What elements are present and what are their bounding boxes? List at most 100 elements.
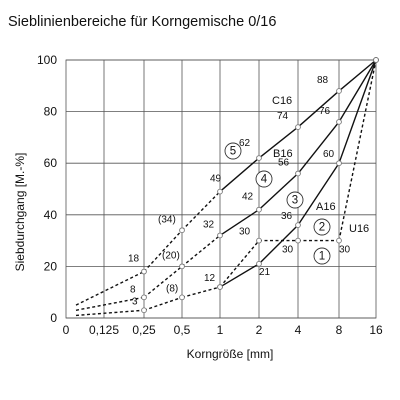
y-axis-title: Siebdurchgang [M.-%] — [13, 153, 27, 272]
segment-a16 — [338, 59, 377, 164]
series-name-a16: A16 — [316, 201, 336, 213]
x-tick-label: 16 — [369, 323, 383, 337]
value-label-u16: 30 — [282, 245, 294, 256]
value-label-a16: 3 — [132, 296, 138, 307]
segment-a16 — [219, 263, 260, 288]
value-label-a16: 21 — [259, 267, 271, 278]
lead-in-a16 — [75, 309, 145, 317]
point-a16 — [141, 307, 147, 314]
zone-marker-2 — [313, 218, 331, 236]
x-tick-label: 0,125 — [89, 323, 119, 337]
chart-title: Sieblinienbereiche für Korngemische 0/16 — [8, 14, 277, 30]
segment-b16 — [181, 234, 221, 267]
x-tick-label: 8 — [336, 323, 343, 337]
x-tick-label: 0,5 — [174, 323, 191, 337]
point-a16 — [295, 222, 301, 228]
zone-marker-4 — [255, 170, 273, 188]
point-b16 — [336, 119, 342, 125]
zone-number-2: 2 — [319, 222, 325, 234]
segment-b16 — [297, 121, 340, 174]
x-tick-label: 0 — [63, 323, 70, 337]
y-tick-label: 20 — [44, 259, 58, 273]
point-u16 — [217, 284, 223, 290]
segment-b16 — [219, 209, 260, 237]
value-label-b16: 56 — [278, 158, 290, 169]
value-label-b16: 8 — [130, 284, 136, 295]
value-label-c16: 49 — [210, 174, 222, 185]
value-label-c16: 88 — [317, 75, 329, 86]
x-tick-label: 4 — [295, 323, 302, 337]
point-b16 — [256, 206, 262, 213]
y-tick-label: 0 — [50, 311, 57, 325]
point-b16 — [141, 294, 147, 301]
segment-c16 — [338, 59, 377, 92]
y-tick-label: 40 — [44, 208, 58, 222]
zone-marker-1 — [313, 247, 331, 265]
y-tick-label: 100 — [37, 53, 57, 67]
point-a16 — [179, 294, 185, 301]
point-c16 — [256, 155, 262, 161]
value-label-a16: 60 — [323, 149, 335, 160]
segment-c16 — [258, 126, 299, 159]
point-c16 — [336, 88, 342, 94]
point-b16 — [179, 263, 185, 270]
point-u16 — [336, 237, 342, 244]
lead-in-b16 — [75, 296, 145, 311]
zone-number-1: 1 — [319, 251, 325, 263]
value-label-c16: 18 — [128, 254, 140, 265]
value-label-u16: 30 — [239, 227, 251, 238]
segment-u16 — [219, 240, 260, 288]
point-b16 — [295, 170, 301, 177]
segment-c16 — [143, 229, 183, 273]
zone-marker-3 — [286, 191, 304, 209]
series-name-u16: U16 — [349, 223, 369, 235]
segment-c16 — [297, 90, 340, 128]
y-tick-label: 60 — [44, 156, 58, 170]
segment-c16 — [219, 157, 260, 193]
value-label-a16: (8) — [166, 283, 178, 294]
segment-a16 — [258, 224, 299, 265]
zone-marker-5 — [224, 142, 242, 160]
segment-b16 — [143, 265, 183, 298]
value-label-a16: 12 — [204, 273, 216, 284]
x-tick-label: 1 — [217, 323, 224, 337]
value-label-c16: 62 — [239, 138, 251, 149]
segment-a16 — [181, 286, 221, 299]
point-a16 — [336, 160, 342, 167]
points — [141, 57, 379, 314]
zone-number-4: 4 — [261, 174, 268, 186]
x-axis-title: Korngröße [mm] — [187, 347, 274, 361]
value-label-b16: 42 — [242, 192, 254, 203]
point-c16 — [179, 227, 185, 234]
grid — [65, 59, 377, 319]
curves — [75, 59, 377, 317]
x-tick-label: 2 — [256, 323, 263, 337]
value-label-c16: (34) — [158, 214, 176, 225]
value-label-b16: 32 — [203, 219, 215, 230]
point-c16 — [141, 268, 147, 275]
series-name-c16: C16 — [272, 95, 292, 107]
point-b16 — [217, 232, 223, 239]
point-a16 — [256, 260, 262, 267]
segment-c16 — [181, 191, 221, 231]
zone-number-3: 3 — [292, 195, 298, 207]
lead-in-c16 — [75, 270, 145, 306]
segment-b16 — [338, 59, 377, 123]
x-tick-label: 0,25 — [132, 323, 156, 337]
y-tick-label: 80 — [44, 105, 58, 119]
point-u16 — [256, 237, 262, 244]
point-u16 — [373, 57, 379, 63]
value-label-b16: 76 — [319, 106, 331, 117]
point-c16 — [217, 188, 223, 195]
value-label-c16: 74 — [277, 111, 289, 122]
zone-number-5: 5 — [230, 146, 236, 158]
segment-a16 — [143, 296, 183, 311]
value-label-a16: 36 — [281, 211, 293, 222]
segment-b16 — [258, 173, 299, 211]
value-label-b16: (20) — [162, 250, 180, 261]
point-c16 — [295, 124, 301, 130]
zone-markers: 1 2 3 4 5 — [224, 142, 331, 265]
series-name-b16: B16 — [273, 148, 293, 160]
